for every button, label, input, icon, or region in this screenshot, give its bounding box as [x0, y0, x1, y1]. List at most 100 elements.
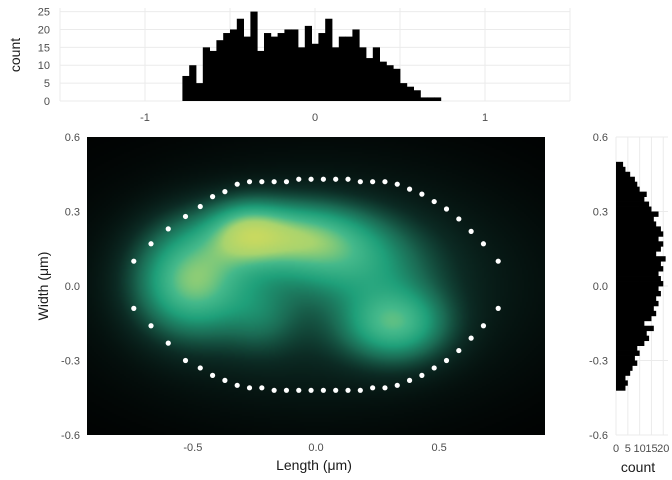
right-histogram-bar — [616, 310, 657, 317]
right-histogram-bar — [616, 251, 657, 257]
outline-point — [234, 181, 240, 187]
outline-point — [431, 198, 437, 205]
outline-point — [495, 305, 501, 311]
top-histogram-bar — [196, 83, 204, 101]
right-histogram-bar — [616, 181, 638, 188]
right-histogram-bar — [616, 335, 650, 342]
right-histogram-bar — [616, 191, 647, 197]
top-histogram-bar — [304, 25, 312, 102]
right-histogram-bar — [616, 330, 647, 337]
right-y-tick-label: 0.0 — [593, 281, 608, 293]
top-histogram-bar — [352, 29, 360, 101]
top-histogram-bar — [243, 36, 251, 101]
top-y-tick-label: 0 — [44, 96, 50, 108]
outline-point — [197, 365, 203, 371]
right-histogram-bar — [616, 276, 661, 282]
right-histogram-bar — [616, 216, 654, 222]
top-histogram-bar — [325, 18, 333, 101]
outline-point — [333, 176, 339, 182]
top-histogram-bar — [264, 33, 272, 101]
outline-point — [480, 241, 487, 247]
outline-point — [431, 365, 437, 371]
top-histogram-bar — [332, 47, 340, 101]
density-panel: -0.5 0.0 0.5 -0.6 -0.3 0.0 0.3 0.6 Length (μm)… — [35, 132, 545, 473]
top-histogram-bar — [366, 58, 374, 101]
right-histogram-bar — [616, 161, 624, 168]
outline-point — [443, 357, 450, 364]
outline-point — [382, 385, 388, 391]
top-histogram-bar — [372, 47, 380, 101]
right-x-tick-label: 5 — [625, 443, 631, 455]
density-heatmap — [87, 137, 545, 435]
outline-point — [406, 186, 413, 192]
outline-point — [271, 179, 277, 185]
right-histogram-bar — [616, 340, 645, 346]
right-histogram-bar — [616, 271, 659, 277]
top-x-tick-label: 0 — [312, 112, 318, 124]
right-x-tick-label: 15 — [645, 443, 657, 455]
right-histogram-bar — [616, 300, 659, 307]
top-histogram-bar — [209, 50, 217, 101]
top-histogram-bar — [223, 33, 231, 101]
outline-point — [296, 176, 302, 182]
outline-point — [308, 176, 314, 182]
top-y-tick-label: 10 — [38, 60, 50, 72]
right-histogram-bar — [616, 221, 657, 227]
top-histogram-bar — [250, 11, 258, 102]
right-histogram-bar — [616, 196, 645, 202]
outline-point — [131, 258, 137, 264]
right-histogram: -0.6 -0.3 0.0 0.3 0.6 0 5 10 15 20 count — [589, 132, 669, 475]
top-histogram-bar — [386, 65, 394, 101]
right-histogram-bar — [616, 305, 654, 312]
top-histogram-bar — [345, 36, 353, 101]
right-histogram-bar — [616, 241, 664, 247]
outline-point — [246, 385, 253, 391]
top-histogram-bar — [379, 61, 387, 101]
outline-point — [443, 206, 450, 212]
outline-point — [456, 216, 462, 222]
right-histogram-bar — [616, 246, 661, 252]
top-histogram-bar — [277, 33, 285, 101]
outline-point — [308, 387, 314, 393]
right-histogram-bar — [616, 295, 657, 302]
outline-point — [320, 387, 326, 393]
right-histogram-bar — [616, 325, 654, 332]
right-histogram-bar — [616, 236, 659, 242]
density-y-tick-label: 0.0 — [65, 281, 80, 293]
right-histogram-bar — [616, 375, 626, 381]
outline-point — [209, 194, 216, 200]
outline-point — [345, 387, 351, 393]
top-histogram-bar — [318, 33, 326, 101]
outline-point — [131, 305, 137, 311]
outline-point — [234, 382, 240, 388]
top-histogram-bar — [359, 47, 367, 101]
top-histogram-bar — [182, 75, 190, 101]
density-y-tick-label: -0.3 — [61, 356, 80, 368]
outline-point — [394, 181, 400, 187]
top-x-tick-label: 1 — [482, 112, 488, 124]
outline-point — [148, 241, 154, 247]
right-x-tick-label: 10 — [634, 443, 646, 455]
density-y-axis-label: Width (μm) — [35, 252, 51, 321]
outline-point — [296, 387, 302, 393]
top-histogram-bar — [420, 97, 428, 101]
outline-point — [283, 179, 290, 185]
right-histogram-bar — [616, 211, 659, 217]
top-histogram-bar — [189, 65, 197, 101]
right-histogram-bar — [616, 286, 659, 292]
outline-point — [182, 357, 189, 364]
right-y-tick-label: 0.6 — [593, 132, 608, 144]
top-histogram-bar — [291, 29, 299, 101]
right-histogram-bar — [616, 281, 664, 287]
top-y-tick-label: 25 — [38, 7, 50, 19]
density-x-tick-label: -0.5 — [183, 442, 202, 454]
outline-point — [197, 203, 203, 210]
top-histogram-bar — [284, 29, 292, 101]
outline-point — [283, 387, 290, 393]
right-histogram-bar — [616, 201, 650, 207]
top-histogram-bar — [216, 40, 224, 101]
right-histogram-bar — [616, 315, 652, 322]
outline-point — [165, 226, 171, 232]
outline-point — [370, 179, 376, 185]
density-y-tick-label: -0.6 — [61, 430, 80, 442]
